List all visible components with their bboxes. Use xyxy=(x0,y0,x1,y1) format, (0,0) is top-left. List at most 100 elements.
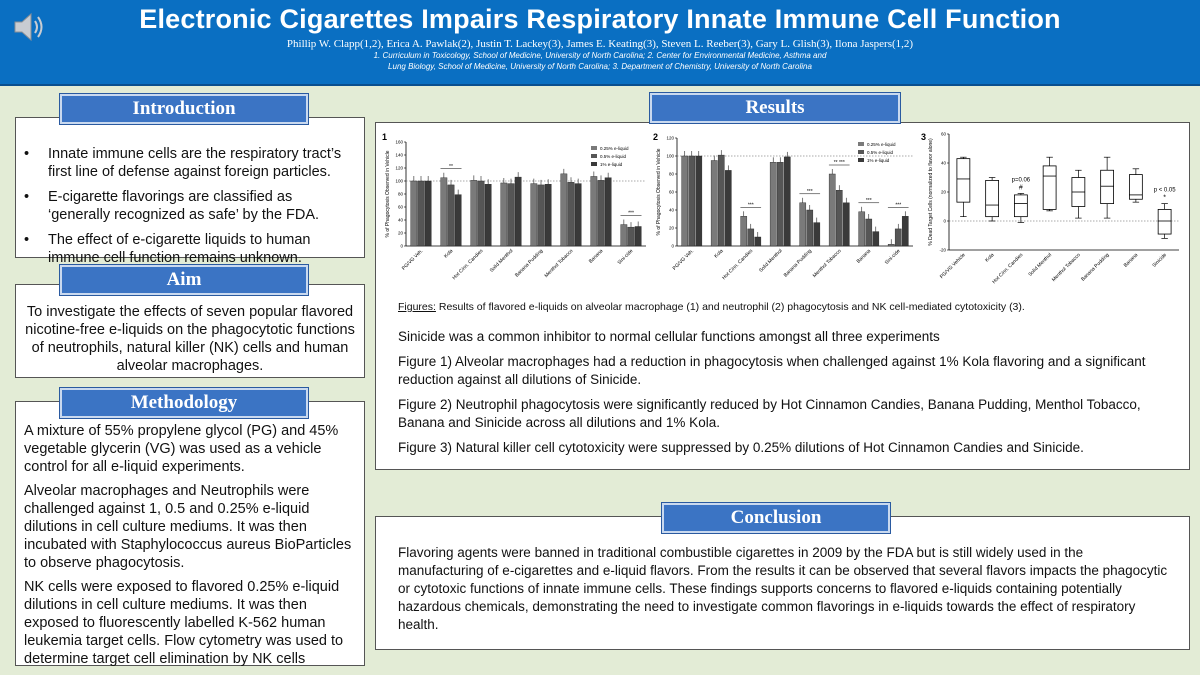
conclusion-panel: Flavoring agents were banned in traditio… xyxy=(375,516,1190,650)
y-tick-label: 120 xyxy=(395,166,403,171)
y-tick-label: 0 xyxy=(671,244,674,249)
bar xyxy=(574,183,582,247)
y-tick-label: 60 xyxy=(398,205,404,210)
bar xyxy=(842,202,850,247)
y-tick-label: 100 xyxy=(395,179,403,184)
y-tick-label: -20 xyxy=(939,248,946,253)
x-tick-label: Menthol Tobacco xyxy=(544,248,575,279)
results-paragraph: Figure 2) Neutrophil phagocytosis were s… xyxy=(398,397,1141,430)
legend-label: 0.25% e-liquid xyxy=(600,146,629,151)
figure-2-chart: 2 % of Phagocytosis Observed in Vehicle 0 2… xyxy=(653,132,913,281)
y-tick-label: 40 xyxy=(669,208,675,213)
caption-text: Results of flavored e-liquids on alveola… xyxy=(435,301,1025,313)
bar xyxy=(590,176,598,247)
bar xyxy=(440,177,448,247)
x-tick-label: Solid Menthol xyxy=(758,248,784,274)
panel-number: 2 xyxy=(653,132,658,142)
bar xyxy=(627,226,635,247)
bar xyxy=(484,184,492,247)
bar xyxy=(747,228,755,247)
x-tick-label: Banana xyxy=(588,248,605,265)
results-paragraph: Sinicide was a common inhibitor to norma… xyxy=(398,329,940,344)
results-paragraph: Figure 3) Natural killer cell cytotoxici… xyxy=(398,440,1084,455)
x-tick-label: Banana Pudding xyxy=(783,248,814,279)
x-tick-label: Sinicide xyxy=(1151,252,1168,269)
bar xyxy=(597,180,605,247)
aim-panel: To investigate the effects of seven popu… xyxy=(15,284,365,378)
results-paragraph: Figure 1) Alveolar macrophages had a red… xyxy=(398,354,1146,387)
y-tick-label: 80 xyxy=(669,172,675,177)
x-tick-label: Banana Pudding xyxy=(1080,252,1111,283)
y-axis-label: % of Phagocytosis Observed in Vehicle xyxy=(656,148,662,235)
x-tick-label: Sini-cide xyxy=(884,248,902,266)
legend-label: 1% e-liquid xyxy=(867,158,890,163)
legend-label: 1% e-liquid xyxy=(600,162,623,167)
bar xyxy=(806,209,814,247)
legend-swatch xyxy=(858,158,864,162)
bar xyxy=(740,216,748,247)
significance-label: *** xyxy=(628,211,634,217)
p-value-label: p < 0.05 xyxy=(1154,188,1177,194)
y-tick-label: 160 xyxy=(395,140,403,145)
y-tick-label: 80 xyxy=(398,192,404,197)
y-tick-label: 20 xyxy=(398,231,404,236)
y-tick-label: 40 xyxy=(941,161,947,166)
figure-caption: Figures: Results of flavored e-liquids o… xyxy=(398,301,1025,313)
poster-header: Electronic Cigarettes Impairs Respirator… xyxy=(0,0,1200,86)
bar xyxy=(688,155,696,247)
results-text: Sinicide was a common inhibitor to norma… xyxy=(398,328,1183,457)
poster-title: Electronic Cigarettes Impairs Respirator… xyxy=(139,4,1061,34)
box xyxy=(1100,169,1114,204)
panel-number: 3 xyxy=(921,132,926,142)
p-value-label: p=0.06 xyxy=(1012,177,1031,183)
box xyxy=(1014,194,1028,218)
introduction-panel: Innate immune cells are the respiratory … xyxy=(15,117,365,266)
bar xyxy=(799,202,807,247)
bar xyxy=(901,216,909,247)
legend-swatch xyxy=(858,150,864,154)
legend-swatch xyxy=(591,154,597,158)
y-tick-label: 0 xyxy=(943,219,946,224)
intro-bullet: The effect of e-cigarette liquids to hum… xyxy=(16,231,356,267)
bar xyxy=(783,156,791,247)
bar xyxy=(828,173,836,247)
panel-number: 1 xyxy=(382,132,387,142)
x-tick-label: Kola xyxy=(443,248,454,259)
legend-swatch xyxy=(591,146,597,150)
results-heading: Results xyxy=(650,93,900,123)
bar xyxy=(620,224,628,247)
legend-swatch xyxy=(858,142,864,146)
intro-bullet: E-cigarette flavorings are classified as… xyxy=(16,188,356,224)
bar xyxy=(454,194,462,247)
bar xyxy=(769,162,777,247)
bar xyxy=(813,222,821,247)
bar xyxy=(717,154,725,247)
introduction-heading: Introduction xyxy=(60,94,308,124)
x-tick-label: Solid Menthol xyxy=(489,248,515,274)
y-tick-label: 120 xyxy=(666,136,674,141)
authors: Phillip W. Clapp(1,2), Erica A. Pawlak(2… xyxy=(286,38,914,50)
significance-label: *** xyxy=(807,189,813,195)
methodology-paragraph: NK cells were exposed to flavored 0.25% … xyxy=(24,579,344,667)
box xyxy=(985,180,999,218)
legend-label: 0.5% e-liquid xyxy=(867,150,894,155)
y-tick-label: 20 xyxy=(669,226,675,231)
box xyxy=(956,158,971,203)
bar xyxy=(710,160,718,247)
bar xyxy=(835,190,843,247)
bar xyxy=(477,180,485,247)
affiliations: 1. Curriculum in Toxicology, School of M… xyxy=(373,51,827,60)
x-tick-label: Hot Cinn. Candies xyxy=(451,248,484,281)
bar xyxy=(544,184,552,247)
significance-label: *** xyxy=(895,202,901,208)
speaker-icon[interactable] xyxy=(12,10,46,49)
y-axis-label: % of Phagocytosis Observed in Vehicle xyxy=(385,150,391,237)
bar xyxy=(470,180,478,247)
bar xyxy=(567,182,575,247)
significance-label: ** *** xyxy=(834,160,845,166)
bar xyxy=(424,180,432,247)
significance-label: *** xyxy=(748,202,754,208)
aim-heading: Aim xyxy=(60,265,308,295)
bar xyxy=(695,155,703,247)
figure-3-chart: 3% Dead Target Cells (normalized to flav… xyxy=(921,132,1179,285)
